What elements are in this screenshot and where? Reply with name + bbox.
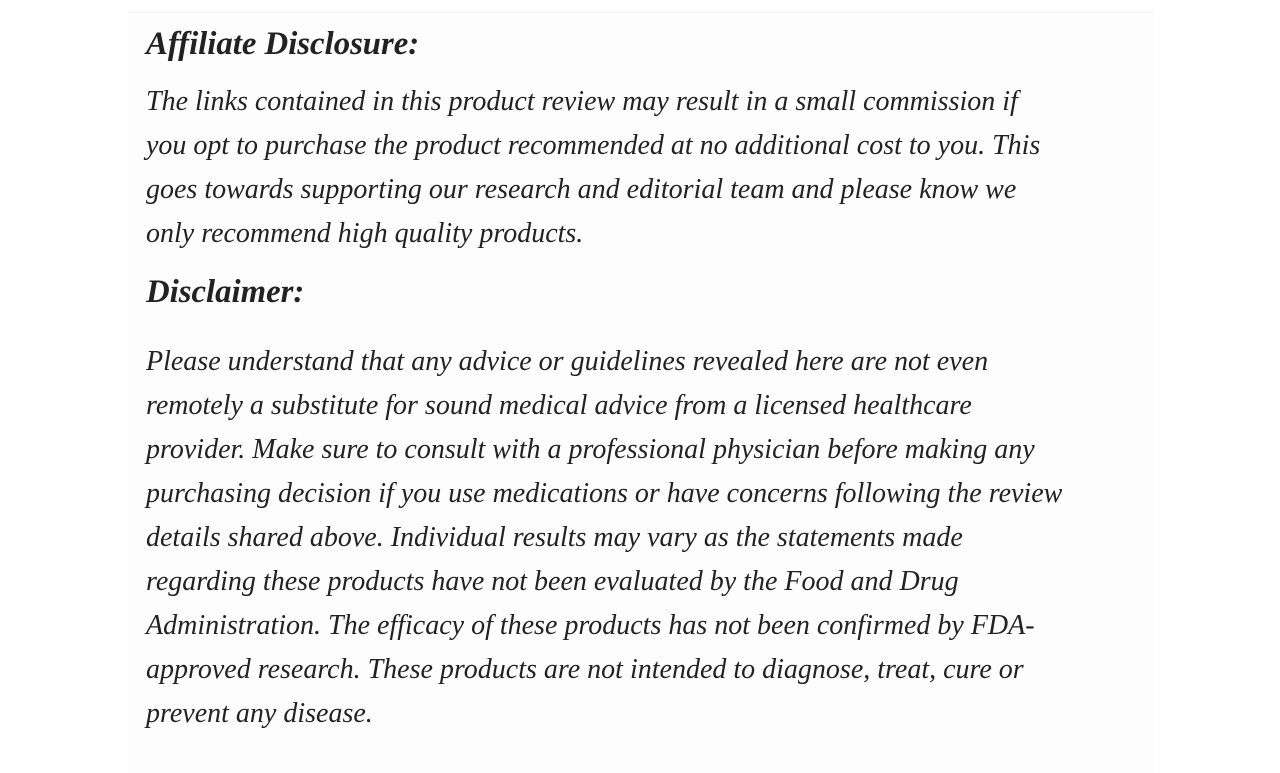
text-line: regarding these products have not been e… (146, 566, 959, 597)
text-line: Administration. The efficacy of these pr… (146, 610, 1035, 641)
text-line: provider. Make sure to consult with a pr… (146, 434, 1035, 465)
text-line: purchasing decision if you use medicatio… (146, 478, 1063, 509)
text-line: you opt to purchase the product recommen… (146, 130, 1041, 161)
text-line: details shared above. Individual results… (146, 522, 963, 553)
affiliate-disclosure-heading: Affiliate Disclosure: (146, 26, 420, 62)
text-line: remotely a substitute for sound medical … (146, 390, 972, 421)
disclaimer-text: Please understand that any advice or gui… (146, 340, 1062, 736)
text-line: prevent any disease. (146, 698, 373, 729)
text-line: goes towards supporting our research and… (146, 174, 1017, 205)
text-line: approved research. These products are no… (146, 654, 1024, 685)
disclaimer-heading: Disclaimer: (146, 274, 305, 310)
text-line: only recommend high quality products. (146, 218, 584, 249)
text-line: Please understand that any advice or gui… (146, 346, 989, 377)
text-line: The links contained in this product revi… (146, 86, 1018, 117)
affiliate-disclosure-text: The links contained in this product revi… (146, 80, 1062, 256)
disclosure-container (128, 12, 1154, 773)
disclosure-content: Affiliate Disclosure: The links containe… (146, 22, 1062, 736)
